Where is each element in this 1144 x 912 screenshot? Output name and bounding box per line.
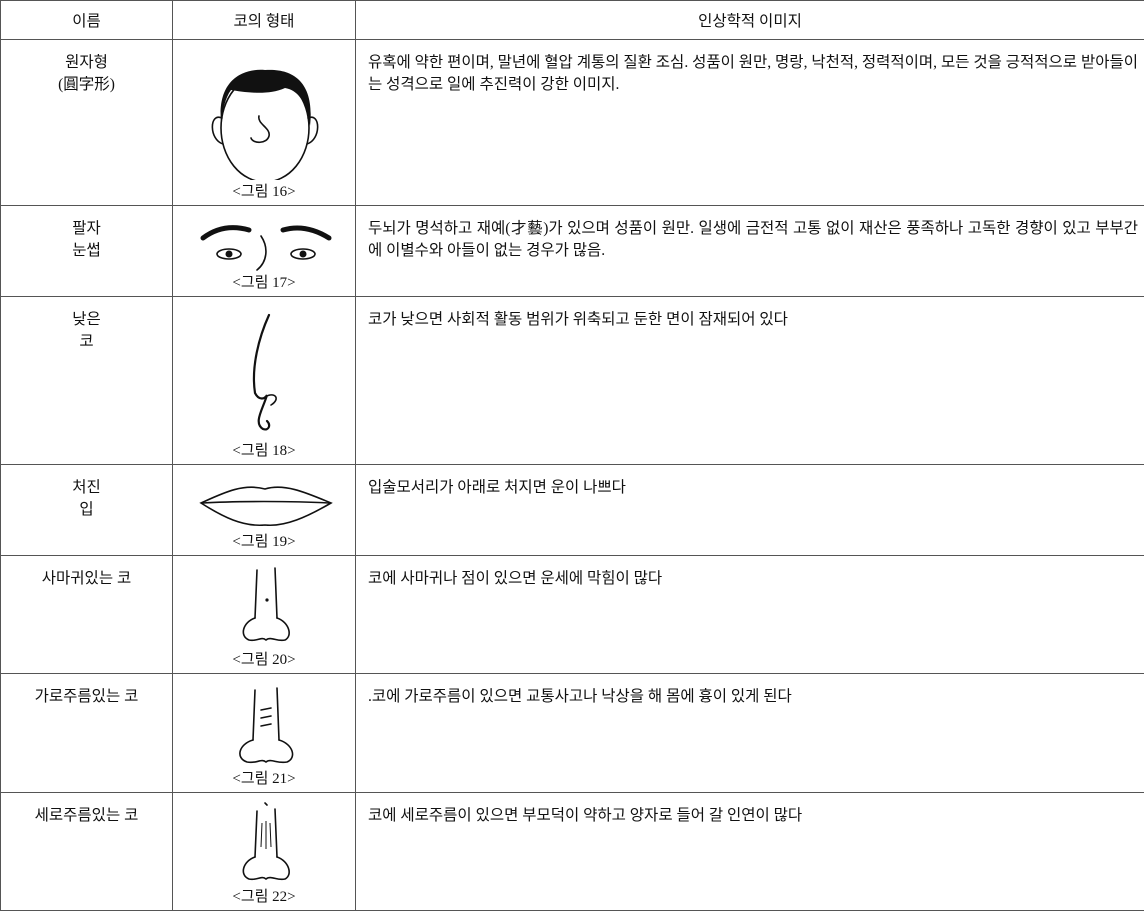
- figure-cell: <그림 21>: [172, 673, 356, 793]
- name-line: 입: [79, 501, 94, 518]
- description-cell: 코에 사마귀나 점이 있으면 운세에 막힘이 많다: [355, 555, 1144, 674]
- figure-drawing: [239, 687, 294, 764]
- header-row: 이름 코의 형태 인상학적 이미지: [0, 0, 1144, 40]
- figure-caption: <그림 21>: [232, 771, 296, 787]
- header-cell: 코의 형태: [172, 0, 356, 40]
- figure-drawing: [242, 567, 290, 642]
- figure-drawing: [242, 802, 290, 881]
- description-cell: 입술모서리가 아래로 처지면 운이 나쁘다: [355, 464, 1144, 556]
- figure-caption: <그림 18>: [232, 443, 296, 459]
- figure-caption: <그림 20>: [232, 652, 296, 668]
- figure-cell: <그림 22>: [172, 792, 356, 911]
- figure-caption: <그림 22>: [232, 889, 296, 905]
- figure-caption: <그림 17>: [232, 275, 296, 291]
- name-line: 세로주름있는 코: [34, 807, 139, 824]
- name-cell: 가로주름있는 코: [0, 673, 173, 793]
- description-cell: 유혹에 약한 편이며, 말년에 혈압 계통의 질환 조심. 성품이 원만, 명랑…: [355, 39, 1144, 206]
- table-row: 세로주름있는 코 <그림 22> 코에 세로주름이 있으면 부모덕이 약하고 양자…: [0, 792, 1144, 911]
- figure-drawing: [200, 225, 332, 271]
- table-body: 원자형 (圓字形) <그림 16> 유혹에 약한 편이며, 말년에 혈압 계통의 질…: [0, 39, 1144, 911]
- description-cell: 두뇌가 명석하고 재예(才藝)가 있으며 성품이 원만. 일생에 금전적 고통 …: [355, 205, 1144, 297]
- name-line: 원자형: [65, 54, 108, 71]
- figure-drawing: [252, 313, 277, 431]
- description-cell: 코가 낮으면 사회적 활동 범위가 위축되고 둔한 면이 잠재되어 있다: [355, 296, 1144, 465]
- name-cell: 세로주름있는 코: [0, 792, 173, 911]
- name-line: 가로주름있는 코: [34, 688, 139, 705]
- header-cell: 이름: [0, 0, 173, 40]
- figure-caption: <그림 16>: [232, 184, 296, 200]
- description-cell: .코에 가로주름이 있으면 교통사고나 낙상을 해 몸에 흉이 있게 된다: [355, 673, 1144, 793]
- table-row: 원자형 (圓字形) <그림 16> 유혹에 약한 편이며, 말년에 혈압 계통의 질…: [0, 39, 1144, 206]
- description-cell: 코에 세로주름이 있으면 부모덕이 약하고 양자로 들어 갈 인연이 많다: [355, 792, 1144, 911]
- name-line: 사마귀있는 코: [41, 570, 132, 587]
- name-line: (圓字形): [58, 76, 115, 93]
- figure-drawing: [199, 486, 333, 527]
- header-cell: 인상학적 이미지: [355, 0, 1144, 40]
- name-line: 코: [79, 333, 94, 350]
- figure-drawing: [211, 69, 319, 180]
- table-row: 사마귀있는 코 <그림 20> 코에 사마귀나 점이 있으면 운세에 막힘이 많다: [0, 555, 1144, 674]
- figure-cell: <그림 20>: [172, 555, 356, 674]
- name-line: 처진: [72, 479, 101, 496]
- name-line: 눈썹: [72, 242, 101, 259]
- figure-caption: <그림 19>: [232, 534, 296, 550]
- table-row: 가로주름있는 코 <그림 21> .코에 가로주름이 있으면 교통사고나 낙상을 …: [0, 673, 1144, 793]
- name-cell: 사마귀있는 코: [0, 555, 173, 674]
- figure-cell: <그림 16>: [172, 39, 356, 206]
- name-line: 팔자: [72, 220, 101, 237]
- name-cell: 원자형 (圓字形): [0, 39, 173, 206]
- figure-cell: <그림 19>: [172, 464, 356, 556]
- figure-cell: <그림 17>: [172, 205, 356, 297]
- name-line: 낮은: [72, 311, 101, 328]
- figure-cell: <그림 18>: [172, 296, 356, 465]
- table-header: 이름 코의 형태 인상학적 이미지: [0, 0, 1144, 40]
